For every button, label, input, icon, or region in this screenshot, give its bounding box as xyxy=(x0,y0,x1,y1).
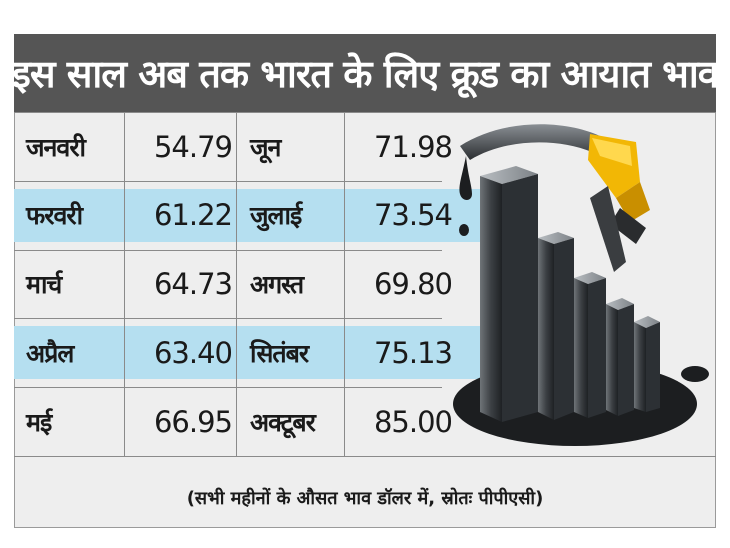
price-value: 64.73 xyxy=(153,267,233,302)
price-value: 63.40 xyxy=(153,335,233,370)
column-divider xyxy=(344,112,345,456)
month-label: जनवरी xyxy=(26,132,86,162)
price-value: 66.95 xyxy=(153,404,233,439)
price-value: 85.00 xyxy=(373,404,453,439)
source-note: (सभी महीनों के औसत भाव डॉलर में, स्रोतः … xyxy=(186,488,544,509)
row-divider xyxy=(14,180,442,182)
month-label: फरवरी xyxy=(26,201,83,231)
table-row: मार्च 64.73 अगस्त 69.80 xyxy=(14,258,514,311)
fuel-hose xyxy=(460,124,600,160)
column-divider xyxy=(124,112,125,456)
price-value: 71.98 xyxy=(373,129,453,164)
month-label: मई xyxy=(26,407,52,437)
month-label: अप्रैल xyxy=(26,338,74,368)
price-value: 69.80 xyxy=(373,267,453,302)
price-value: 54.79 xyxy=(153,129,233,164)
row-divider xyxy=(14,318,442,320)
price-value: 61.22 xyxy=(153,198,233,233)
table-row: जनवरी 54.79 जून 71.98 xyxy=(14,120,514,173)
column-divider xyxy=(236,112,237,456)
table-row: फरवरी 61.22 जुलाई 73.54 xyxy=(14,188,514,242)
month-label: अगस्त xyxy=(250,270,304,300)
month-label: सितंबर xyxy=(250,338,309,368)
price-value: 75.13 xyxy=(373,335,453,370)
row-divider xyxy=(14,249,442,251)
fuel-nozzle-illustration xyxy=(453,124,709,446)
row-divider xyxy=(14,387,442,389)
price-value: 73.54 xyxy=(373,198,453,233)
fuel-nozzle-icon xyxy=(588,134,650,272)
table-row: मई 66.95 अक्टूबर 85.00 xyxy=(14,395,514,448)
row-divider xyxy=(14,456,716,457)
month-label: जुलाई xyxy=(250,201,302,231)
row-divider xyxy=(14,112,716,113)
bar-graph-illustration xyxy=(480,166,660,422)
oil-drip-icon xyxy=(459,156,472,236)
table-row: अप्रैल 63.40 सितंबर 75.13 xyxy=(14,326,514,380)
page-title: इस साल अब तक भारत के लिए क्रूड का आयात भ… xyxy=(12,34,719,112)
month-label: अक्टूबर xyxy=(250,407,316,437)
month-label: जून xyxy=(250,132,281,162)
month-label: मार्च xyxy=(26,270,62,300)
